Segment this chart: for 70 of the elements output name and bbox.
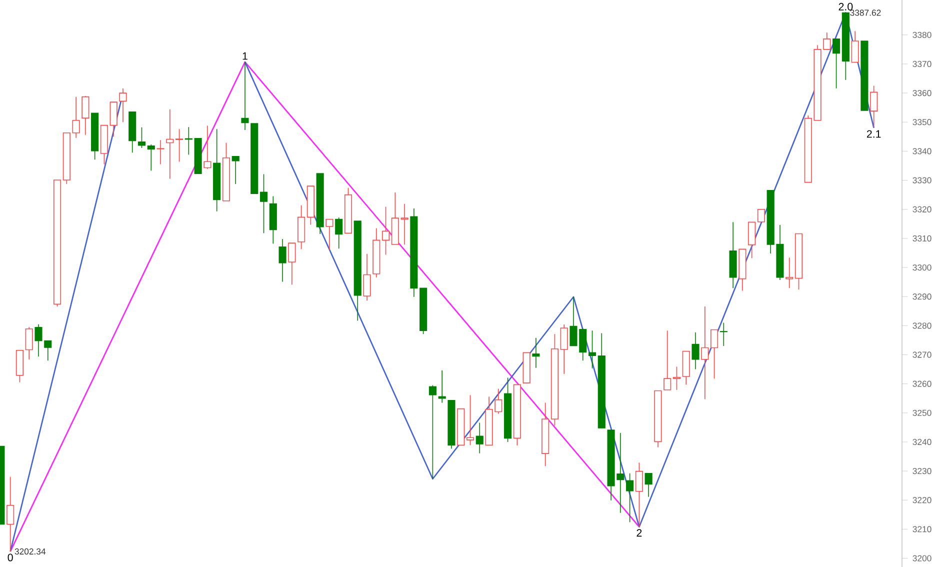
y-tick-label: 3290: [912, 294, 932, 300]
candlestick: [147, 144, 155, 172]
candlestick: [635, 462, 643, 528]
candlestick: [870, 85, 878, 128]
y-tick-label: 3350: [912, 119, 932, 126]
candlestick: [156, 140, 164, 165]
candlestick: [335, 217, 343, 249]
y-tick-label: 3370: [912, 60, 932, 68]
candlestick: [288, 242, 296, 286]
candlestick: [166, 108, 174, 180]
annotation: 0: [8, 554, 13, 562]
candlestick: [138, 126, 146, 148]
candlestick: [326, 218, 334, 250]
y-tick-label: 3340: [912, 148, 932, 154]
y-tick-label: 3300: [912, 264, 932, 271]
candlestick: [82, 96, 90, 136]
y-tick-label: 3260: [912, 380, 932, 387]
candlestick: [664, 330, 672, 390]
annotation: 2: [636, 529, 642, 537]
candlestick: [710, 329, 718, 379]
candlestick: [278, 238, 286, 282]
y-tick-label: 3210: [912, 526, 932, 532]
candlestick: [692, 332, 700, 370]
y-tick-label: 3280: [912, 322, 932, 329]
candlestick: [757, 208, 765, 222]
candlestick: [701, 306, 709, 400]
y-tick-label: 3310: [912, 235, 932, 242]
candlestick: [832, 38, 840, 89]
candlestick: [363, 253, 371, 302]
candlestick: [588, 330, 596, 369]
candlestick: [672, 366, 681, 390]
candlestick: [232, 156, 240, 184]
candlestick: [720, 322, 728, 346]
candlestick: [176, 128, 184, 162]
candlestick: [25, 326, 33, 360]
candlestick: [204, 125, 212, 170]
candlestick: [110, 101, 118, 138]
candlestick: [119, 88, 127, 123]
y-tick-label: 3320: [912, 206, 932, 212]
annotation: 2.1: [866, 130, 881, 138]
candlestick: [382, 206, 390, 256]
candlestick: [786, 257, 794, 289]
candlestick: [748, 222, 756, 259]
candlestick: [476, 422, 484, 454]
candlestick: [6, 476, 14, 552]
annotation: 2.0: [838, 2, 853, 10]
candlestick: [260, 174, 268, 234]
annotation: 3387.62: [850, 10, 881, 16]
annotation: 3202.34: [14, 548, 46, 555]
candlestick: [241, 62, 249, 130]
candlestick: [626, 472, 634, 523]
y-tick-label: 3360: [912, 90, 932, 96]
candlestick: [428, 384, 436, 480]
y-tick-label: 3230: [912, 468, 932, 474]
annotation: 1: [242, 52, 248, 60]
candlestick: [644, 472, 652, 498]
candlestick: [466, 394, 474, 446]
candlestick: [400, 203, 408, 245]
candlestick: [72, 96, 80, 138]
candlestick: [438, 370, 446, 404]
y-tick-label: 3220: [912, 497, 932, 504]
y-tick-label: 3240: [912, 438, 932, 446]
candlestick: [851, 30, 859, 63]
candlestick: [532, 337, 540, 368]
y-tick-label: 3330: [912, 177, 932, 184]
y-tick-label: 3200: [912, 555, 932, 562]
y-tick-label: 3380: [912, 32, 932, 38]
y-tick-label: 3250: [912, 410, 932, 416]
candlestick: [560, 324, 568, 374]
y-tick-label: 3270: [912, 352, 932, 358]
